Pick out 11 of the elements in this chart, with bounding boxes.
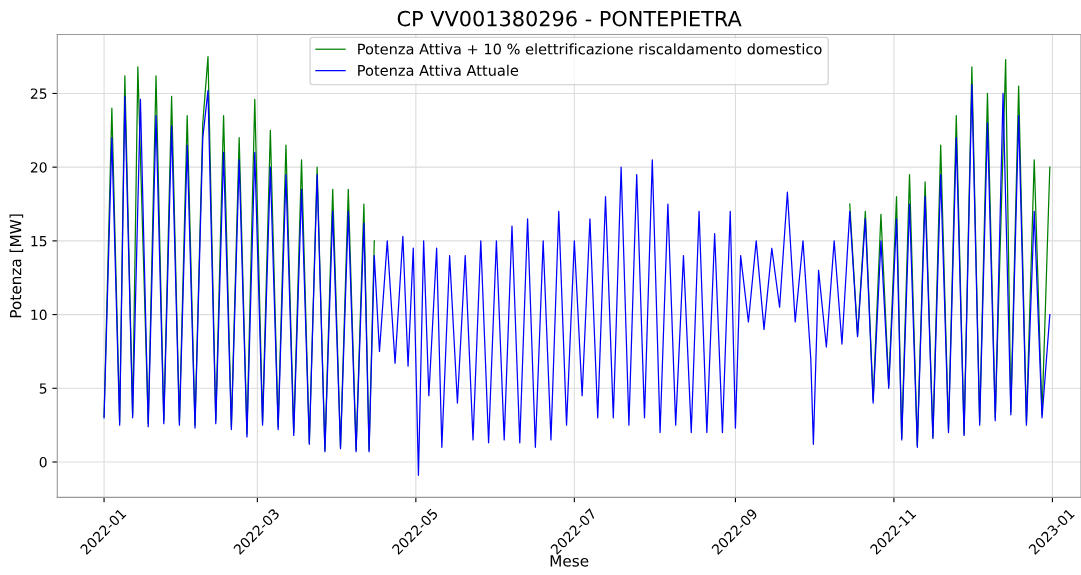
y-tick-label: 25 — [30, 88, 47, 99]
y-tick-label: 20 — [30, 162, 47, 173]
y-tick-label: 10 — [31, 309, 47, 321]
chart-title: CP VV001380296 - PONTEPIETRA — [397, 10, 742, 27]
legend-label: Potenza Attiva Attuale — [358, 64, 519, 76]
y-tick-label: 15 — [31, 236, 47, 247]
y-tick-label: 0 — [39, 456, 47, 468]
y-axis-title: Potenza [MW] — [9, 214, 24, 318]
legend-label: Potenza Attiva + 10 % elettrificazione riscaldamento domestico — [358, 43, 822, 55]
y-tick-label: 5 — [39, 383, 47, 394]
x-axis-title: Mese — [550, 555, 589, 567]
